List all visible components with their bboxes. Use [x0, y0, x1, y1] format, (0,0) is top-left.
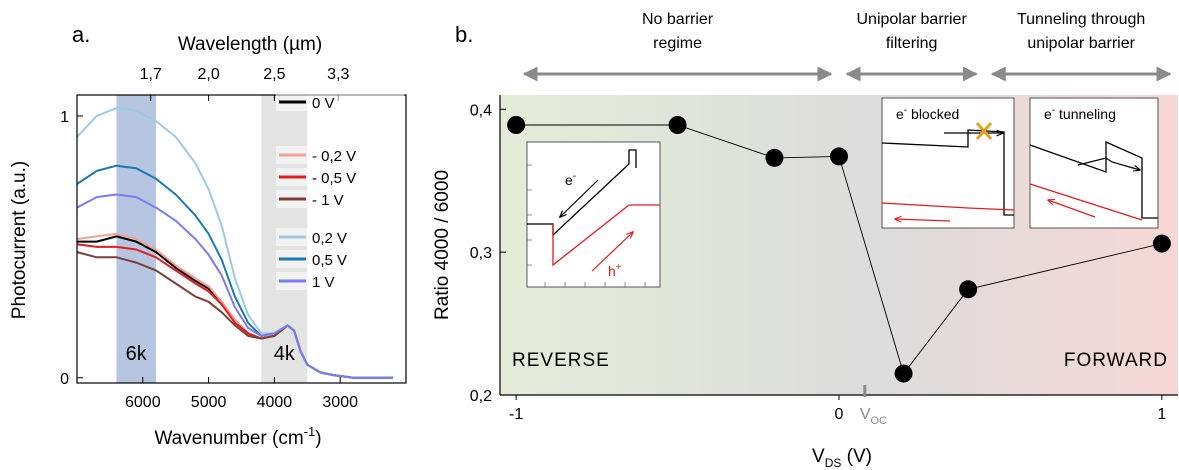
panel-a-y-axis-label: Photocurrent (a.u.): [9, 161, 30, 319]
a-top-tick-label: 1,7: [140, 66, 162, 83]
panel-b-x-axis-label: VDS (V): [812, 446, 872, 470]
a-x-tick-label: 3000: [322, 394, 358, 411]
a-x-tick-label: 5000: [191, 394, 227, 411]
regime-label: Unipolar barrier: [857, 11, 968, 28]
panel-b-axes: 0,4 0,3 0,2 -1 0 1 VOC: [470, 95, 1178, 427]
legend-label: 0,5 V: [312, 252, 347, 269]
band-label-6k: 6k: [126, 343, 148, 365]
a-top-tick-label: 2,5: [263, 66, 285, 83]
panel-a-x-label-end: ): [315, 428, 321, 449]
panel-a-x-label-main: Wavenumber (cm: [154, 428, 303, 449]
a-top-tick-label: 2,0: [197, 66, 219, 83]
b-y-tick-label: 0,4: [470, 102, 492, 119]
panel-b-x-label-end: (V): [841, 446, 872, 467]
inset-blocked: e- blocked: [881, 97, 1015, 229]
a-y-tick-label: 1: [60, 109, 69, 126]
regime-label: No barrier: [642, 11, 714, 28]
inset-tunneling: e- tunneling: [1029, 97, 1159, 229]
regime-forward-label: FORWARD: [1064, 350, 1168, 371]
legend-label: 1 V: [312, 274, 335, 291]
inset-reverse-hole-label: h+: [608, 262, 622, 279]
panel-b-regimes: No barrier regime Unipolar barrier filterin…: [522, 11, 1172, 82]
legend-label: - 1 V: [312, 192, 344, 209]
panel-a-x-label-sup: -1: [304, 424, 316, 439]
b-y-tick-label: 0,2: [470, 388, 492, 405]
ratio-point: [765, 148, 784, 167]
ratio-point: [668, 116, 687, 134]
panel-a-x-axis-label: Wavenumber (cm-1): [154, 424, 321, 449]
ratio-point: [959, 280, 978, 299]
legend-bg: [276, 168, 404, 186]
series-line-6: [76, 193, 393, 379]
legend-label: - 0,5 V: [312, 170, 356, 187]
b-x-tick-label: 1: [1157, 406, 1166, 423]
panel-a-label: a.: [72, 22, 90, 47]
panel-b-points: [507, 116, 1171, 383]
legend-label: - 0,2 V: [312, 148, 356, 165]
regime-label: regime: [653, 35, 702, 52]
inset-tunneling-label: e- tunneling: [1044, 105, 1116, 122]
inset-blocked-label: e- blocked: [896, 105, 959, 122]
b-y-tick-label: 0,3: [470, 245, 492, 262]
a-y-tick-label: 0: [60, 371, 69, 388]
panel-b-x-label-main: V: [812, 446, 825, 467]
regime-label: filtering: [886, 35, 938, 52]
panel-a-series: [76, 107, 393, 379]
inset-reverse-electron-label: e-: [565, 171, 576, 188]
ratio-point: [894, 364, 913, 383]
legend-label: 0,2 V: [312, 230, 347, 247]
panel-b: b. No barrier regime Unipolar barrier filte…: [432, 11, 1178, 470]
inset-reverse: e- h+: [526, 141, 661, 288]
panel-a: a. Wavelength (µm) 6k 4k 6000 5000 4000 3000…: [9, 22, 407, 449]
band-label-4k: 4k: [274, 343, 296, 365]
panel-b-label: b.: [455, 22, 473, 47]
panel-a-frame: [76, 94, 407, 384]
regime-label: unipolar barrier: [1027, 35, 1135, 52]
blocked-cross-icon: [975, 122, 993, 140]
regime-label: Tunneling through: [1017, 11, 1145, 28]
ratio-point: [507, 116, 526, 134]
legend-bg: [276, 93, 404, 111]
panel-b-y-axis-label: Ratio 4000 / 6000: [432, 170, 453, 320]
b-x-tick-label: 0: [835, 406, 844, 423]
legend-bg: [276, 190, 404, 208]
panel-a-legend: 0 V - 0,2 V - 0,5 V - 1 V 0,2 V 0,5 V 1 V: [276, 93, 404, 291]
a-x-tick-label: 6000: [125, 394, 161, 411]
legend-bg: [276, 250, 404, 268]
panel-a-ticks: 6000 5000 4000 3000 1,7 2,0 2,5 3,3 0 1: [60, 66, 358, 411]
regime-reverse-label: REVERSE: [512, 350, 610, 371]
voc-label: VOC: [860, 406, 887, 427]
a-x-tick-label: 4000: [257, 394, 293, 411]
legend-bg: [276, 146, 404, 164]
a-top-tick-label: 3,3: [327, 66, 349, 83]
b-x-tick-label: -1: [509, 406, 523, 423]
legend-bg: [276, 228, 404, 246]
panel-b-x-label-sub: DS: [825, 456, 842, 470]
panel-a-top-axis-label: Wavelength (µm): [178, 34, 322, 55]
ratio-point: [1152, 234, 1171, 253]
ratio-point: [830, 147, 848, 166]
legend-label: 0 V: [312, 95, 335, 112]
legend-bg: [276, 272, 404, 290]
